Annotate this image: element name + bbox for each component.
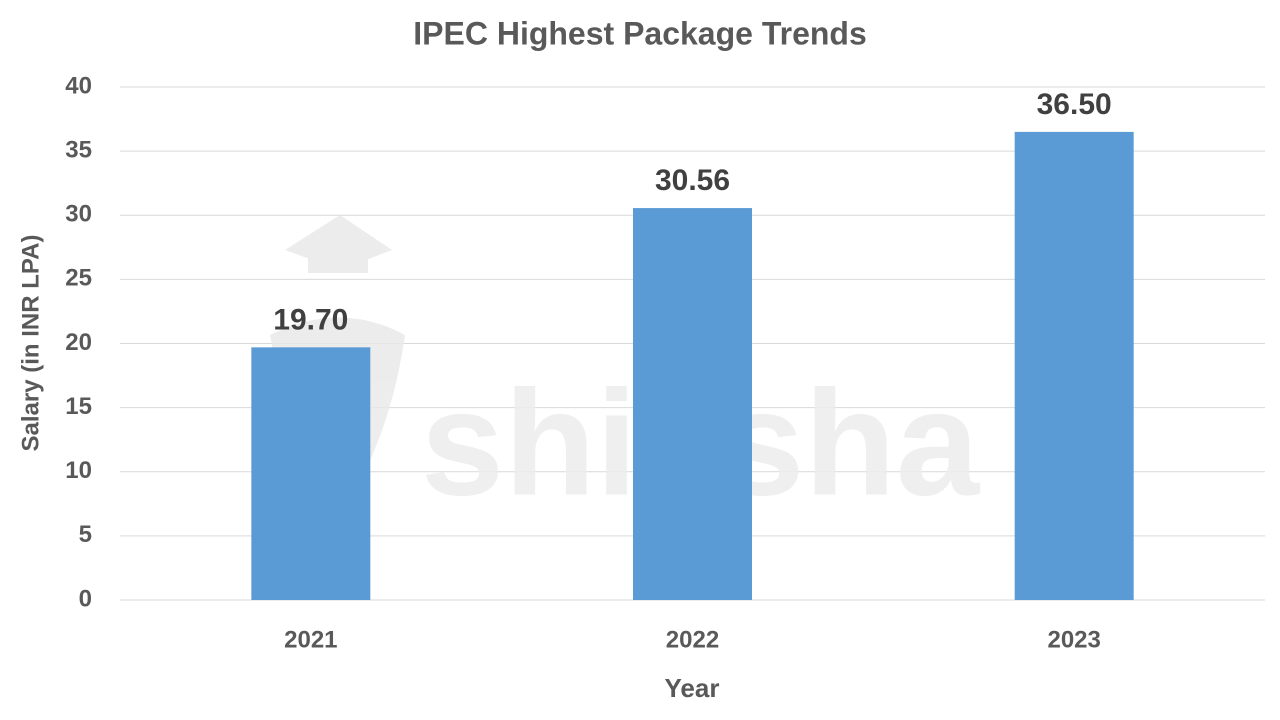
data-label: 19.70 [273, 303, 348, 336]
y-tick-label: 25 [65, 265, 92, 292]
x-tick-label: 2023 [1047, 626, 1100, 653]
data-label: 30.56 [655, 164, 730, 197]
x-axis-label: Year [665, 673, 720, 703]
x-tick-label: 2021 [284, 626, 337, 653]
bar [633, 208, 752, 600]
bar [1014, 131, 1134, 600]
y-axis-label: Salary (in INR LPA) [17, 235, 44, 452]
y-tick-label: 15 [65, 393, 92, 420]
y-tick-label: 10 [65, 457, 92, 484]
data-label: 36.50 [1037, 88, 1112, 121]
y-tick-label: 40 [65, 72, 92, 99]
y-tick-label: 0 [79, 585, 92, 612]
chart-title: IPEC Highest Package Trends [413, 15, 867, 51]
y-tick-label: 20 [65, 329, 92, 356]
y-tick-label: 35 [65, 136, 92, 163]
x-tick-label: 2022 [666, 626, 719, 653]
bar [251, 347, 371, 600]
y-tick-label: 5 [79, 521, 92, 548]
y-tick-label: 30 [65, 201, 92, 228]
